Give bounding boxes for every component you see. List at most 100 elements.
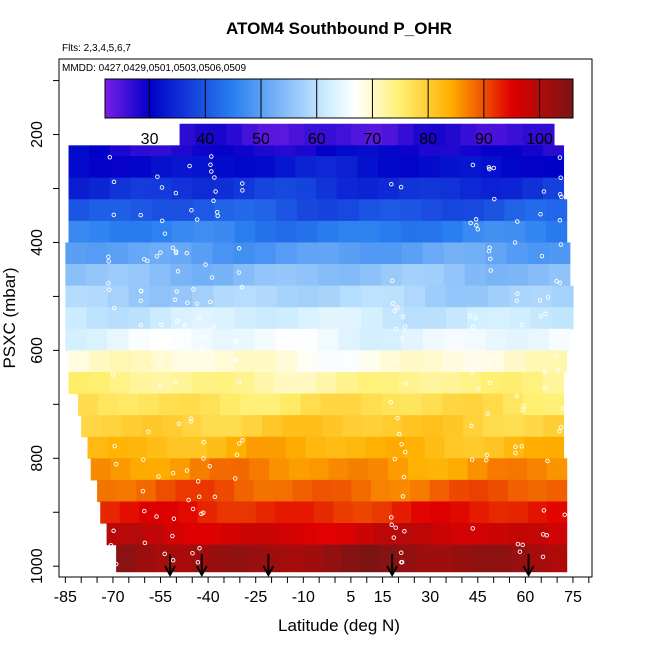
heatmap-cell [288,123,305,146]
heatmap-cell [193,350,215,373]
heatmap-cell [144,523,165,546]
heatmap-cell [507,123,524,146]
heatmap-cell [348,458,369,481]
observation-point [208,162,213,167]
heatmap-cell [377,145,400,157]
heatmap-cell [447,458,469,481]
heatmap-cell [359,199,381,222]
observation-point [142,365,147,371]
observation-point [154,336,160,341]
observation-point [113,561,119,567]
heatmap-cell [442,393,463,416]
heatmap-cell [397,544,418,573]
heatmap-cell [213,285,236,308]
heatmap-cell [542,177,565,200]
heatmap-cell [295,177,317,200]
observation-point [553,353,558,359]
heatmap-cell [502,393,524,416]
heatmap-cell [254,328,277,351]
heatmap-cell [254,371,276,395]
observation-point [196,315,202,320]
observation-point [393,525,398,530]
observation-point [106,280,111,286]
heatmap-cell [266,544,286,573]
observation-point [470,162,476,168]
heatmap-cell [501,156,523,179]
observation-point [162,551,167,557]
observation-point [110,372,116,377]
observation-point [389,181,394,187]
observation-point [114,461,119,467]
heatmap-cell [338,350,360,373]
heatmap-cell [424,307,447,330]
heatmap-cell [400,220,422,244]
heatmap-cell [197,501,218,524]
heatmap-cell [462,199,485,222]
heatmap-band [68,350,568,373]
heatmap-cell [504,220,526,244]
heatmap-cell [483,199,505,222]
heatmap-cell [432,523,453,546]
observation-point [159,185,165,190]
heatmap-cell [443,328,466,351]
heatmap-cell [422,264,445,287]
observation-point [513,444,518,450]
colorbar-tick-label: 90 [475,131,493,148]
heatmap-cell [320,393,342,416]
heatmap-cell [170,264,193,287]
heatmap-cell [357,177,379,200]
heatmap-cell [139,501,160,524]
heatmap-cell [130,371,152,395]
heatmap-cell [315,145,338,157]
heatmap-cell [359,220,381,244]
observation-point [186,334,191,339]
plot-frame [58,58,593,578]
observation-point [400,494,406,499]
x-tick-label: 75 [564,589,582,606]
heatmap-cell [100,501,121,524]
heatmap-cell [504,350,526,373]
heatmap-cell [86,328,108,351]
heatmap-cell [340,393,362,416]
y-axis: 200 400 600 800 1000 [29,80,59,584]
observation-point [519,322,525,328]
heatmap-cell [101,415,122,438]
observation-point [399,442,404,447]
heatmap-cell [209,458,231,481]
heatmap-cell [179,123,196,146]
heatmap-cell [400,350,422,373]
heatmap-cell [317,523,338,546]
heatmap-cell [234,350,256,373]
heatmap-cell [360,544,380,573]
observation-point [185,300,190,305]
observation-point [212,494,218,500]
heatmap-cell [68,156,90,179]
heatmap-cell [192,177,214,200]
heatmap-cell [439,177,461,200]
heatmap-cell [97,479,118,503]
heatmap-cell [545,220,568,244]
heatmap-cell [296,264,319,287]
observation-point [112,443,117,449]
observation-point [240,438,245,443]
heatmap-cell [442,415,464,438]
observation-point [512,240,518,245]
observation-point [211,198,216,204]
heatmap-cell [172,220,194,244]
heatmap-cell [68,199,90,222]
heatmap-cell [107,307,130,330]
heatmap-cell [89,220,111,244]
heatmap-cell [296,199,319,222]
observation-point [540,554,546,560]
observation-point [388,400,394,405]
heatmap-cell [484,436,505,459]
heatmap-cell [254,156,276,179]
heatmap-cell [548,328,571,351]
heatmap-cell [400,199,422,222]
heatmap-cell [419,145,441,157]
heatmap-cell [302,415,323,438]
heatmap-cell [398,145,420,157]
heatmap-cell [149,328,172,351]
heatmap-cell [194,479,216,503]
heatmap-cell [357,156,379,179]
